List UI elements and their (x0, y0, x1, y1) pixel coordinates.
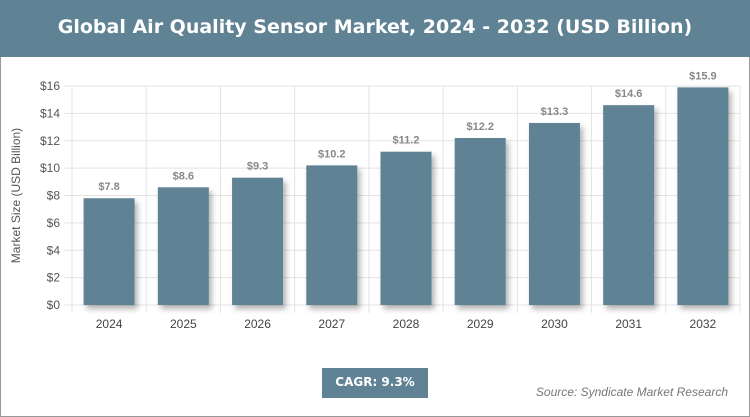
data-label: $12.2 (466, 121, 494, 133)
y-tick-label: $10 (40, 161, 60, 175)
y-tick-label: $2 (47, 271, 61, 285)
x-tick-label: 2029 (467, 317, 494, 331)
bar-2031 (603, 105, 655, 305)
bar-2024 (83, 198, 135, 305)
x-tick-label: 2032 (690, 317, 717, 331)
x-tick-label: 2031 (615, 317, 642, 331)
y-tick-label: $14 (40, 106, 60, 120)
y-tick-label: $6 (47, 216, 61, 230)
x-tick-label: 2028 (393, 317, 420, 331)
data-label: $9.3 (247, 161, 268, 173)
data-label: $14.6 (615, 88, 643, 100)
x-tick-label: 2024 (96, 317, 123, 331)
data-label: $15.9 (689, 70, 717, 82)
y-tick-label: $8 (47, 189, 61, 203)
y-tick-label: $16 (40, 79, 60, 93)
x-tick-label: 2027 (318, 317, 345, 331)
bar-2025 (157, 187, 209, 305)
source-note: Source: Syndicate Market Research (535, 385, 728, 399)
y-tick-label: $0 (47, 298, 61, 312)
x-tick-label: 2025 (170, 317, 197, 331)
data-label: $7.8 (98, 181, 119, 193)
x-tick-label: 2030 (541, 317, 568, 331)
bar-2032 (677, 87, 729, 306)
y-tick-label: $12 (40, 134, 60, 148)
x-tick-label: 2026 (244, 317, 271, 331)
bar-2026 (232, 177, 284, 305)
cagr-badge: CAGR: 9.3% (322, 368, 428, 398)
y-tick-label: $4 (47, 243, 61, 257)
bar-2028 (380, 151, 432, 305)
bar-2030 (528, 122, 580, 305)
chart-title: Global Air Quality Sensor Market, 2024 -… (0, 0, 750, 57)
bar-2029 (454, 138, 506, 305)
data-label: $11.2 (393, 135, 420, 147)
bar-2027 (306, 165, 358, 305)
data-label: $10.2 (318, 148, 346, 160)
y-axis-label: Market Size (USD Billion) (9, 128, 23, 263)
data-label: $8.6 (173, 170, 194, 182)
data-label: $13.3 (541, 106, 569, 118)
